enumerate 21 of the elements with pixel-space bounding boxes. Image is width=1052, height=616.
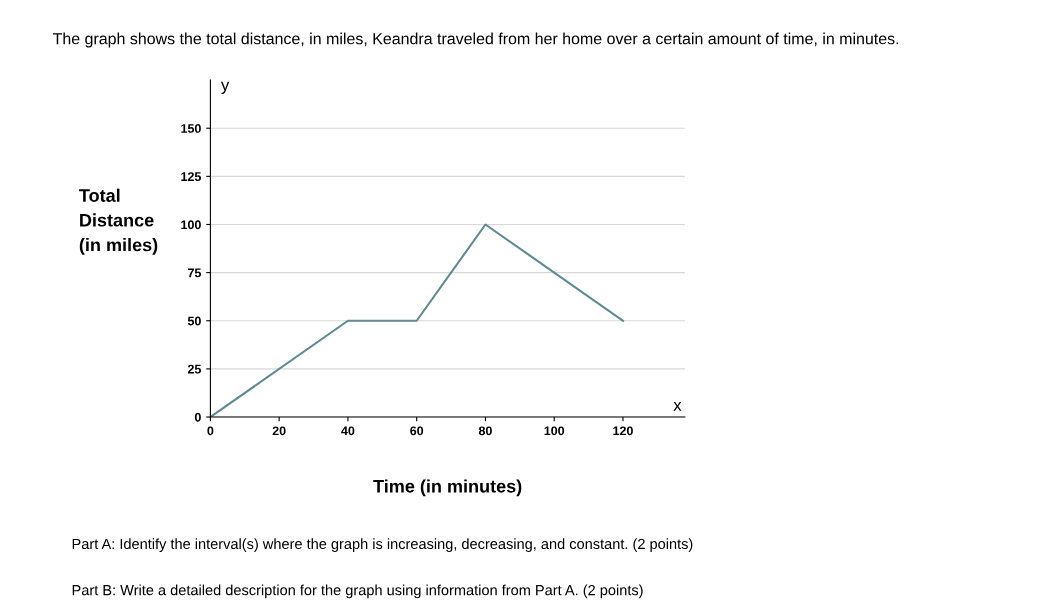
x-tick-label: 60: [410, 426, 424, 436]
text: Part B: Write a detailed description for the graph using information from Part A. (2 points): [72, 584, 643, 599]
y-tick-label: 25: [187, 364, 202, 374]
x-tick-label: 80: [478, 426, 492, 436]
y-tick-label: 125: [181, 172, 202, 181]
x-tick-label: 20: [272, 426, 286, 436]
text: Part A: Identify the interval(s) where the graph is increasing, decreasing, and constant. (2 points): [72, 538, 693, 552]
y-tick-label: 100: [181, 220, 201, 230]
x-tick-label: 100: [544, 426, 565, 436]
y-tick-label: 75: [188, 268, 202, 278]
y-tick-label: 50: [187, 316, 201, 326]
annotation: x: [673, 402, 682, 411]
x-tick-label: 40: [341, 426, 355, 436]
annotation: y: [220, 81, 230, 95]
y-tick-label: 150: [181, 124, 201, 133]
y-tick-label: 0: [194, 412, 201, 422]
x-axis-title: Time (in minutes): [373, 479, 522, 497]
y-axis-title: Total Distance (in miles): [79, 188, 158, 255]
chart-title: The graph shows the total distance, in miles, Keandra traveled from her home over a certain amount of time, in minutes.: [52, 32, 899, 48]
x-tick-label: 120: [613, 426, 633, 436]
x-tick-label: 0: [207, 426, 214, 436]
